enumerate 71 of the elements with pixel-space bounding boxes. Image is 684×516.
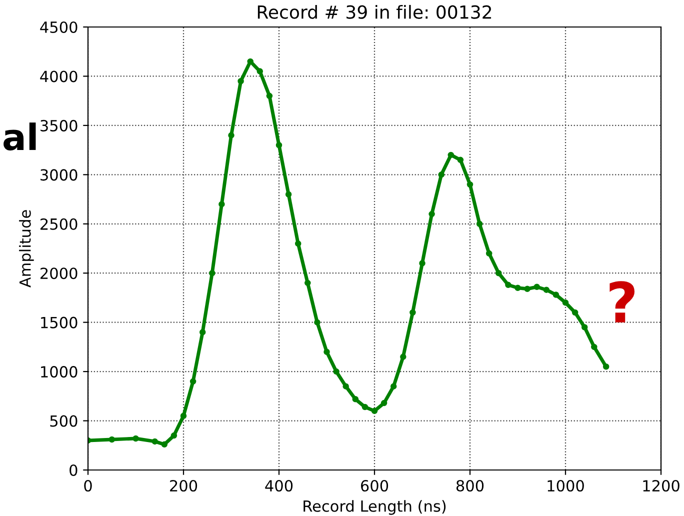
point: [602, 364, 610, 370]
point: [352, 396, 359, 402]
point: [333, 368, 340, 375]
x-tick-label: 400: [265, 480, 293, 492]
y-tick-label: 4000: [40, 70, 78, 82]
point: [410, 309, 416, 316]
point: [428, 210, 435, 218]
point: [256, 68, 264, 74]
point: [285, 191, 292, 198]
point: [419, 260, 426, 266]
point: [266, 92, 273, 100]
y-tick-label: 2000: [40, 268, 78, 280]
point: [362, 404, 368, 410]
point: [108, 436, 115, 443]
point: [380, 400, 388, 406]
point: [552, 292, 560, 298]
point: [294, 240, 302, 247]
point: [342, 383, 349, 390]
point: [486, 250, 492, 257]
y-axis-title: Amplitude: [19, 210, 34, 288]
point: [400, 354, 406, 360]
point: [314, 319, 320, 326]
point: [466, 181, 474, 188]
y-tick-label: 1000: [41, 366, 78, 378]
point: [132, 435, 139, 442]
point: [209, 270, 216, 276]
point: [228, 132, 234, 138]
point: [390, 383, 397, 390]
x-tick-label: 600: [360, 480, 388, 492]
point: [534, 284, 540, 290]
annotation: ?: [610, 281, 635, 322]
point: [170, 432, 178, 439]
point: [514, 284, 521, 292]
chart-title: Record # 39 in file: 00132: [258, 4, 492, 19]
y-tick-label: 4500: [40, 21, 78, 34]
point: [276, 142, 282, 148]
y-tick-label: 500: [50, 415, 78, 427]
point: [448, 152, 454, 158]
point: [581, 324, 588, 330]
point: [190, 378, 196, 385]
y-tick-label: 2500: [40, 218, 78, 230]
x-tick-label: 800: [456, 480, 484, 492]
point: [218, 201, 225, 208]
point: [572, 309, 578, 316]
x-tick-label: 200: [170, 480, 198, 492]
x-tick-label: 0: [84, 480, 92, 492]
x-axis-title: Record Length (ns): [304, 500, 446, 515]
y-tick-label: 0: [70, 464, 78, 476]
text: al: [4, 122, 36, 150]
point: [438, 172, 444, 178]
point: [505, 282, 512, 288]
point: [562, 300, 569, 306]
y-tick-label: 1500: [41, 316, 78, 328]
point: [371, 408, 378, 414]
point: [161, 441, 168, 448]
point: [543, 286, 550, 293]
point: [591, 344, 598, 350]
point: [238, 78, 244, 84]
point: [304, 280, 311, 286]
point: [524, 286, 530, 292]
y-tick-label: 3000: [40, 169, 78, 181]
point: [457, 156, 464, 164]
point: [199, 329, 206, 336]
x-tick-label: 1000: [548, 480, 584, 492]
y-tick-label: 3500: [40, 120, 78, 132]
point: [496, 270, 502, 276]
point: [476, 220, 483, 228]
point: [324, 348, 330, 355]
x-tick-label: 1200: [643, 480, 680, 492]
point: [152, 438, 158, 445]
point: [180, 412, 187, 419]
